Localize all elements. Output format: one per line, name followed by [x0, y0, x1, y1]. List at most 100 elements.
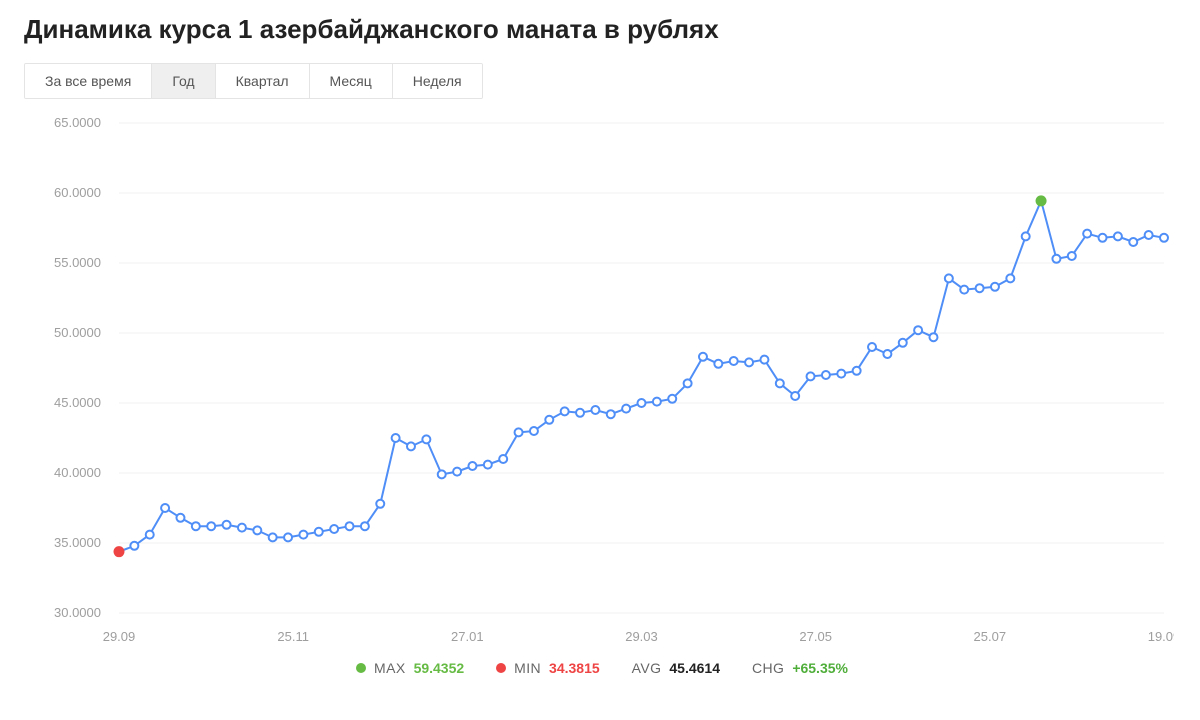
data-marker [714, 360, 722, 368]
data-marker [899, 339, 907, 347]
data-marker [192, 522, 200, 530]
line-chart: 30.000035.000040.000045.000050.000055.00… [24, 103, 1174, 658]
max-marker-icon [1036, 195, 1047, 206]
stat-chg-value: +65.35% [792, 660, 848, 676]
data-marker [238, 524, 246, 532]
data-marker [576, 409, 584, 417]
stat-chg: CHG +65.35% [752, 660, 848, 676]
x-axis-label: 27.01 [451, 629, 484, 644]
min-dot-icon [496, 663, 506, 673]
data-marker [1129, 238, 1137, 246]
data-marker [591, 406, 599, 414]
data-marker [161, 504, 169, 512]
data-marker [407, 442, 415, 450]
data-marker [776, 379, 784, 387]
data-marker [253, 526, 261, 534]
data-marker [638, 399, 646, 407]
x-axis-label: 19.09 [1148, 629, 1174, 644]
data-marker [822, 371, 830, 379]
tab-period-1[interactable]: Год [152, 64, 215, 98]
x-axis-label: 29.09 [103, 629, 136, 644]
data-marker [622, 405, 630, 413]
x-axis-label: 29.03 [625, 629, 658, 644]
data-marker [960, 286, 968, 294]
stat-min: MIN 34.3815 [496, 660, 599, 676]
y-axis-label: 65.0000 [54, 115, 101, 130]
data-marker [545, 416, 553, 424]
stat-chg-label: CHG [752, 660, 784, 676]
data-marker [530, 427, 538, 435]
min-marker-icon [114, 546, 125, 557]
data-marker [976, 284, 984, 292]
y-axis-label: 60.0000 [54, 185, 101, 200]
data-marker [684, 379, 692, 387]
data-marker [868, 343, 876, 351]
data-marker [376, 500, 384, 508]
period-tabs: За все времяГодКварталМесяцНеделя [24, 63, 483, 99]
data-marker [1022, 232, 1030, 240]
data-marker [837, 370, 845, 378]
x-axis-label: 25.07 [974, 629, 1007, 644]
chart-area: 30.000035.000040.000045.000050.000055.00… [24, 103, 1174, 658]
y-axis-label: 55.0000 [54, 255, 101, 270]
data-marker [730, 357, 738, 365]
data-marker [1114, 232, 1122, 240]
data-marker [146, 531, 154, 539]
stats-bar: MAX 59.4352 MIN 34.3815 AVG 45.4614 CHG … [24, 660, 1180, 676]
stat-avg-value: 45.4614 [669, 660, 720, 676]
data-marker [607, 410, 615, 418]
tab-period-3[interactable]: Месяц [310, 64, 393, 98]
data-marker [883, 350, 891, 358]
y-axis-label: 50.0000 [54, 325, 101, 340]
data-marker [438, 470, 446, 478]
data-marker [1006, 274, 1014, 282]
data-marker [269, 533, 277, 541]
data-marker [330, 525, 338, 533]
stat-max: MAX 59.4352 [356, 660, 464, 676]
data-marker [1052, 255, 1060, 263]
data-marker [653, 398, 661, 406]
page-title: Динамика курса 1 азербайджанского маната… [24, 14, 1180, 45]
data-marker [914, 326, 922, 334]
data-marker [284, 533, 292, 541]
data-marker [468, 462, 476, 470]
data-marker [223, 521, 231, 529]
stat-avg-label: AVG [632, 660, 662, 676]
tab-period-4[interactable]: Неделя [393, 64, 482, 98]
data-marker [745, 358, 753, 366]
data-marker [346, 522, 354, 530]
stat-min-label: MIN [514, 660, 541, 676]
series-line [119, 201, 1164, 552]
data-marker [929, 333, 937, 341]
data-marker [807, 372, 815, 380]
data-marker [515, 428, 523, 436]
data-marker [299, 531, 307, 539]
data-marker [1083, 230, 1091, 238]
data-marker [668, 395, 676, 403]
data-marker [315, 528, 323, 536]
data-marker [499, 455, 507, 463]
max-dot-icon [356, 663, 366, 673]
stat-min-value: 34.3815 [549, 660, 600, 676]
data-marker [853, 367, 861, 375]
data-marker [561, 407, 569, 415]
tab-period-2[interactable]: Квартал [216, 64, 310, 98]
x-axis-label: 25.11 [277, 629, 309, 644]
data-marker [130, 542, 138, 550]
data-marker [791, 392, 799, 400]
data-marker [453, 468, 461, 476]
data-marker [991, 283, 999, 291]
tab-period-0[interactable]: За все время [25, 64, 152, 98]
data-marker [1068, 252, 1076, 260]
data-marker [1099, 234, 1107, 242]
stat-max-label: MAX [374, 660, 406, 676]
data-marker [361, 522, 369, 530]
data-marker [1160, 234, 1168, 242]
stat-max-value: 59.4352 [414, 660, 465, 676]
data-marker [207, 522, 215, 530]
y-axis-label: 35.0000 [54, 535, 101, 550]
data-marker [760, 356, 768, 364]
data-marker [392, 434, 400, 442]
y-axis-label: 40.0000 [54, 465, 101, 480]
data-marker [1145, 231, 1153, 239]
